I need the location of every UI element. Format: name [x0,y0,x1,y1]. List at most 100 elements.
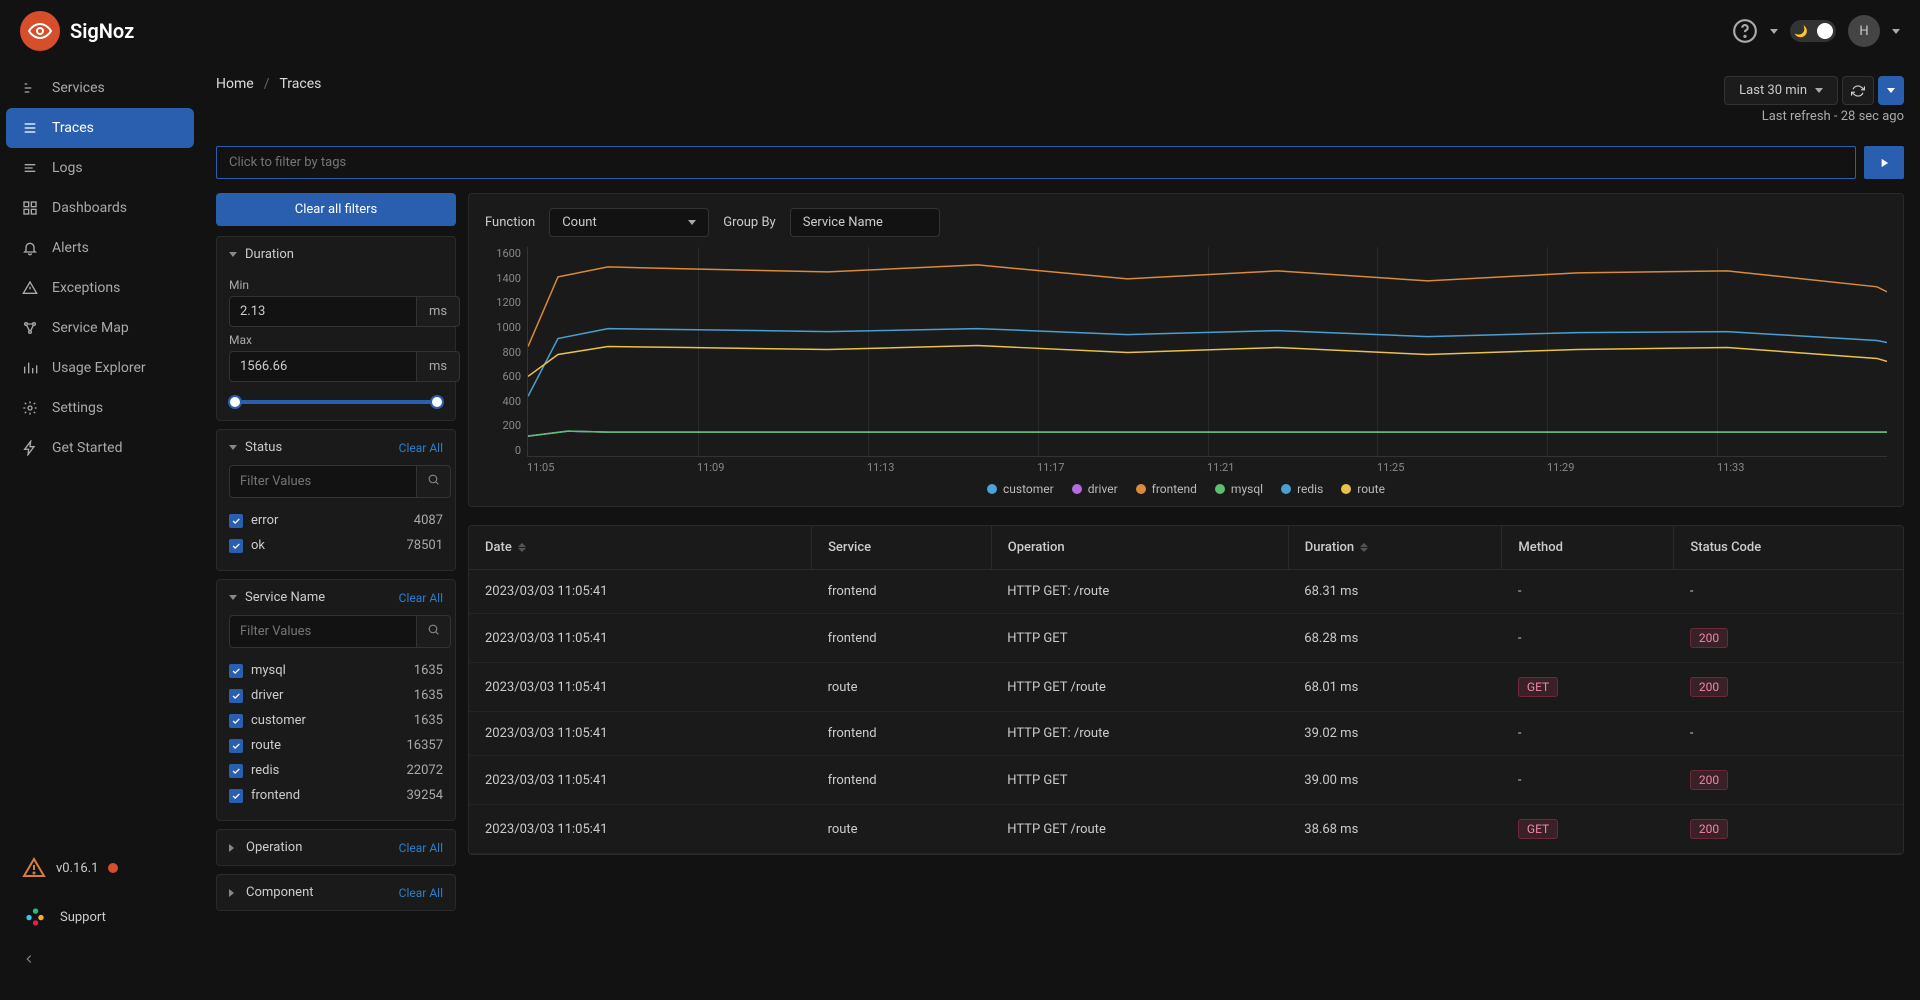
filter-head-duration[interactable]: Duration [217,237,455,272]
legend-item[interactable]: driver [1072,482,1118,496]
update-dot-icon [108,863,118,873]
grid-icon [22,200,38,216]
support-link[interactable]: Support [0,892,200,942]
help-caret-icon[interactable] [1770,29,1778,34]
filter-head-component[interactable]: Component Clear All [217,875,455,910]
filter-head-operation[interactable]: Operation Clear All [217,830,455,865]
clear-all-filters-button[interactable]: Clear all filters [216,193,456,226]
checkbox[interactable] [229,539,243,553]
legend-item[interactable]: mysql [1215,482,1263,496]
duration-slider[interactable] [233,400,439,404]
version-row[interactable]: v0.16.1 [0,844,200,892]
user-caret-icon[interactable] [1892,29,1900,34]
service-filter-input[interactable] [229,615,417,648]
service-search-button[interactable] [417,615,451,648]
time-range-select[interactable]: Last 30 min [1724,76,1838,105]
sidebar-item-dashboards[interactable]: Dashboards [0,188,200,228]
col-service[interactable]: Service [812,526,992,570]
help-icon[interactable] [1732,18,1758,44]
x-tick: 11:29 [1547,461,1717,474]
checkbox[interactable] [229,764,243,778]
sidebar-item-settings[interactable]: Settings [0,388,200,428]
y-tick: 1400 [496,272,521,285]
content: Home / Traces Last 30 min L [200,62,1920,1000]
clear-operation-link[interactable]: Clear All [399,841,443,855]
tag-filter-input[interactable] [216,146,1856,179]
table-row[interactable]: 2023/03/03 11:05:41routeHTTP GET /route6… [469,663,1903,712]
sidebar-item-services[interactable]: Services [0,68,200,108]
table-row[interactable]: 2023/03/03 11:05:41frontendHTTP GET68.28… [469,614,1903,663]
check-count: 22072 [406,763,443,778]
duration-min-input[interactable] [229,296,417,327]
check-label: mysql [251,663,286,678]
function-select[interactable]: Count [549,208,709,237]
duration-max-input[interactable] [229,351,417,382]
min-label: Min [229,278,443,292]
collapse-sidebar-button[interactable] [0,942,200,980]
logo[interactable]: SigNoz [20,11,134,51]
clear-service-link[interactable]: Clear All [399,591,443,605]
filter-service-name: Service Name Clear All mysql1635driver16… [216,579,456,821]
sidebar-item-exceptions[interactable]: Exceptions [0,268,200,308]
filter-title: Component [246,885,314,900]
status-search-button[interactable] [417,465,451,498]
unit-suffix: ms [417,296,460,327]
filter-head-status[interactable]: Status Clear All [217,430,455,465]
brand-name: SigNoz [70,19,134,43]
sidebar-item-alerts[interactable]: Alerts [0,228,200,268]
legend-item[interactable]: customer [987,482,1054,496]
sidebar-item-get-started[interactable]: Get Started [0,428,200,468]
checkbox[interactable] [229,689,243,703]
col-status-code[interactable]: Status Code [1674,526,1903,570]
checkbox[interactable] [229,664,243,678]
checkbox[interactable] [229,514,243,528]
refresh-button[interactable] [1842,76,1874,105]
checkbox[interactable] [229,714,243,728]
avatar[interactable]: H [1848,15,1880,47]
version-text: v0.16.1 [56,861,98,876]
col-duration[interactable]: Duration [1288,526,1502,570]
group-by-select[interactable]: Service Name [790,208,940,237]
table-row[interactable]: 2023/03/03 11:05:41frontendHTTP GET: /ro… [469,570,1903,614]
chart-legend: customer driver frontend mysql redis route [485,482,1887,496]
clear-status-link[interactable]: Clear All [399,441,443,455]
table-row[interactable]: 2023/03/03 11:05:41routeHTTP GET /route3… [469,805,1903,854]
sidebar-item-usage-explorer[interactable]: Usage Explorer [0,348,200,388]
breadcrumb-home[interactable]: Home [216,76,254,92]
status-filter-input[interactable] [229,465,417,498]
refresh-menu-button[interactable] [1878,76,1904,105]
run-query-button[interactable] [1864,146,1904,179]
col-operation[interactable]: Operation [991,526,1288,570]
table-row[interactable]: 2023/03/03 11:05:41frontendHTTP GET39.00… [469,756,1903,805]
slider-thumb-max[interactable] [430,395,444,409]
legend-item[interactable]: route [1341,482,1385,496]
sidebar-item-logs[interactable]: Logs [0,148,200,188]
function-value: Count [562,215,596,230]
sidebar-item-label: Dashboards [52,200,127,216]
legend-item[interactable]: redis [1281,482,1323,496]
col-date[interactable]: Date [469,526,812,570]
checkbox[interactable] [229,739,243,753]
max-label: Max [229,333,443,347]
topbar-right: 🌙 H [1732,15,1900,47]
cell-operation: HTTP GET: /route [991,712,1288,756]
col-method[interactable]: Method [1502,526,1674,570]
filter-check-row: driver1635 [229,683,443,708]
sidebar-item-traces[interactable]: Traces [6,108,194,148]
sidebar-item-label: Service Map [52,320,129,336]
slider-thumb-min[interactable] [228,395,242,409]
legend-item[interactable]: frontend [1136,482,1197,496]
clear-component-link[interactable]: Clear All [399,886,443,900]
chevron-down-icon [1815,88,1823,93]
filter-head-service-name[interactable]: Service Name Clear All [217,580,455,615]
chart-svg [528,247,1887,456]
chart-plot[interactable] [527,247,1887,457]
legend-dot-icon [1281,484,1291,494]
chevron-right-icon [229,844,238,852]
x-tick: 11:21 [1207,461,1377,474]
sidebar-item-service-map[interactable]: Service Map [0,308,200,348]
theme-toggle[interactable]: 🌙 [1790,20,1836,42]
checkbox[interactable] [229,789,243,803]
table-row[interactable]: 2023/03/03 11:05:41frontendHTTP GET: /ro… [469,712,1903,756]
cell-date: 2023/03/03 11:05:41 [469,712,812,756]
